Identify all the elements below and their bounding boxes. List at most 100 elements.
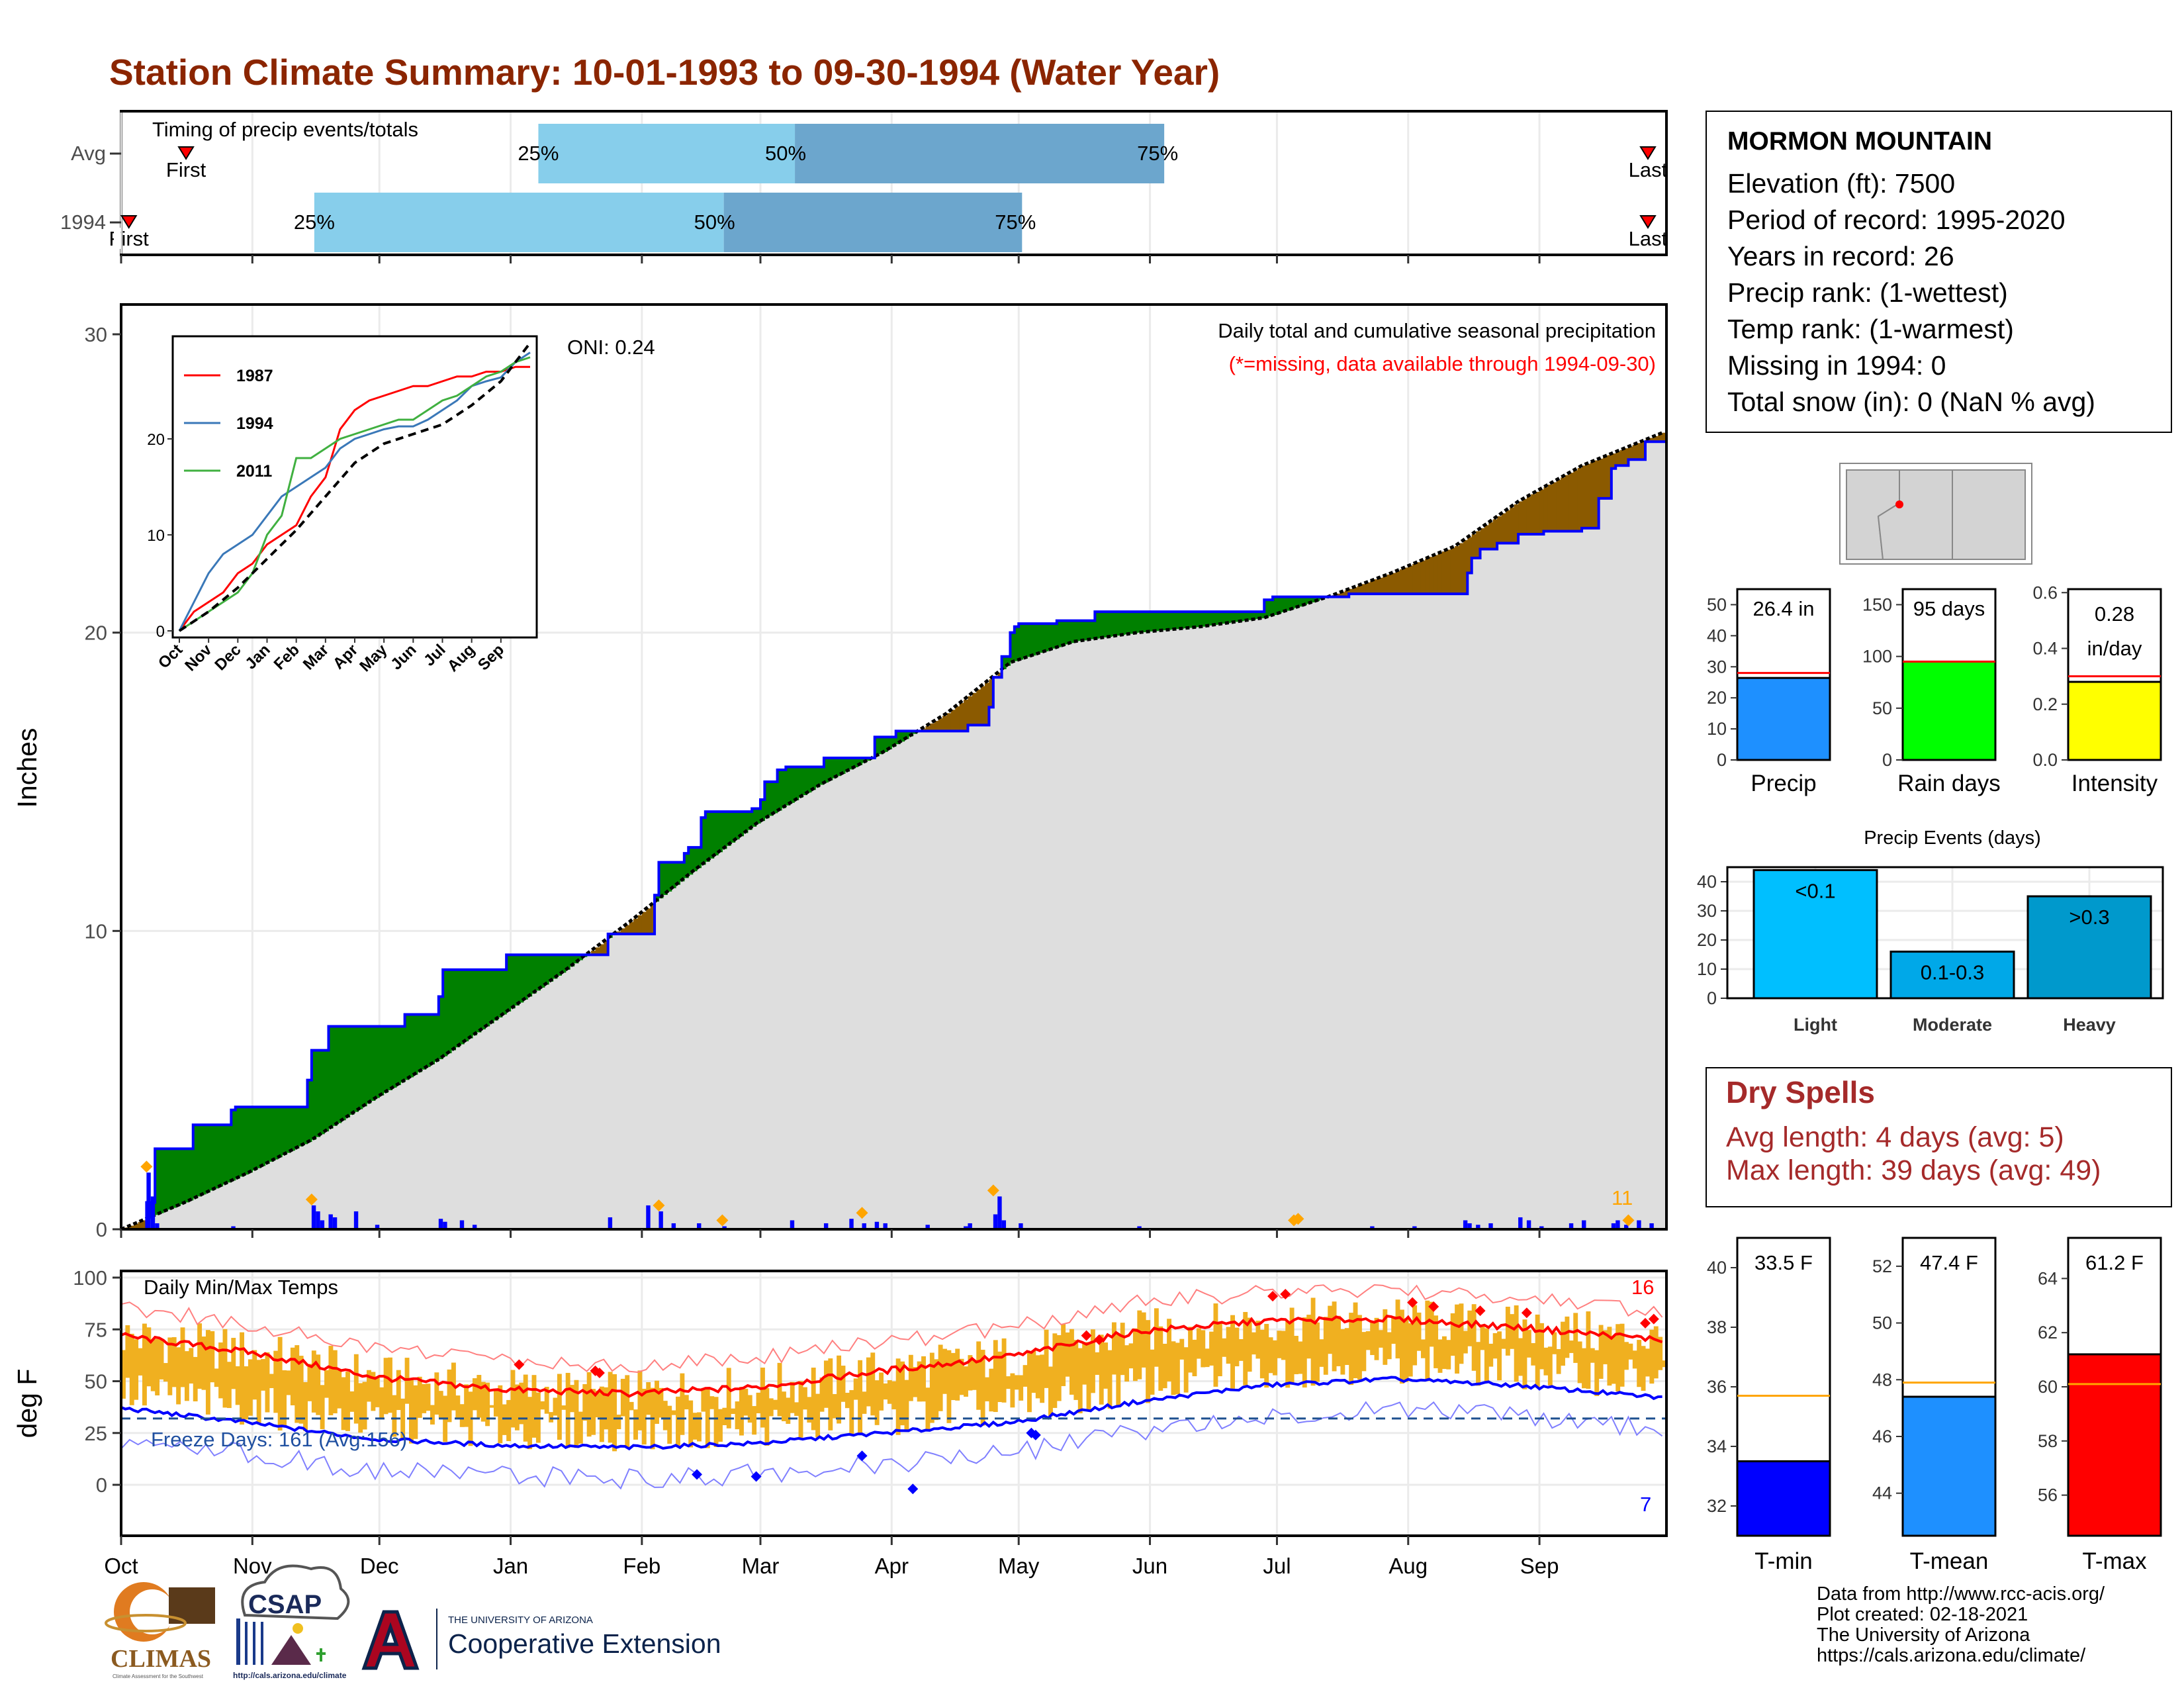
observed-cumulative-line [121,440,1666,1231]
small-bar-y-tick: 0 [1717,750,1727,770]
daily-precip-bar [1488,1223,1493,1229]
csap-logo: CSAP http://cals.arizona.edu/climate [233,1564,350,1680]
daily-precip-bar [472,1225,477,1229]
temp-bar-value: 47.4 F [1920,1251,1978,1274]
record-precip-marker [140,1160,153,1173]
daily-precip-bar [1569,1223,1574,1229]
daily-precip-bar [146,1172,151,1229]
value-bar [1736,677,1831,761]
inset-y-tick: 10 [147,527,165,545]
footer-data-source: Data from http://www.rcc-acis.org/ [1817,1583,2105,1605]
temp-y-tick: 25 [85,1422,107,1445]
event-bar [2026,895,2152,1000]
month-label: Oct [104,1554,138,1578]
daily-precip-bar [1539,1226,1544,1229]
locator-map [1839,463,2032,565]
event-bar-label: <0.1 [1795,879,1835,902]
daily-precip-bar [375,1225,380,1229]
record-low-marker [751,1471,762,1482]
timing-label-50: 50% [765,142,806,165]
small-bar-y-tick: 50 [1707,594,1727,614]
small-bar-y-tick: 10 [1707,719,1727,739]
temp-bar-y-tick: 48 [1872,1370,1892,1389]
inset-legend-label: 1994 [236,414,273,433]
temp-bar-label: T-max [2082,1548,2147,1574]
precip-event-count: 11 [1612,1186,1633,1209]
events-y-tick: 0 [1707,988,1717,1008]
first-event-marker [177,146,195,160]
temp-bar-y-tick: 38 [1707,1317,1727,1337]
small-bar-y-tick: 0.4 [2032,639,2058,659]
dry-spells-box [1706,1067,2172,1207]
inset-series-line [178,365,530,632]
difference-fill [125,432,1667,1229]
timing-bar-q25-q50 [538,124,796,183]
average-cumulative-area [121,442,1666,1229]
temp-value-bar [2067,1353,2162,1537]
event-bar [1889,951,2015,1000]
daily-precip-bar [443,1221,447,1229]
small-bar-label: Precip [1751,771,1816,796]
event-category: Light [1794,1015,1837,1035]
timing-bar-q50-q75 [723,193,1023,252]
small-bar-y-tick: 0.0 [2032,750,2058,770]
dry-spells-title: Dry Spells [1726,1075,1875,1109]
dry-spells-max: Max length: 39 days (avg: 49) [1726,1154,2101,1186]
station-name: MORMON MOUNTAIN [1727,127,1993,156]
daily-precip-bar [697,1223,702,1229]
avg-min-line [120,1376,1662,1451]
record-high-marker [514,1359,525,1370]
daily-precip-bar [659,1211,663,1229]
events-title: Precip Events (days) [1864,827,2041,849]
inset-y-tick: 0 [156,623,165,641]
first-event-label: First [166,158,206,181]
daily-precip-bar [968,1223,972,1229]
station-info: MORMON MOUNTAIN Elevation (ft): 7500 Per… [1727,127,2095,420]
last-event-marker [1639,146,1657,160]
daily-precip-bar [993,1214,998,1229]
timing-bar-q50-q75 [795,124,1165,183]
timing-label-25: 25% [294,211,335,234]
month-label: Aug [1388,1554,1428,1578]
station-snow: Total snow (in): 0 (NaN % avg) [1727,387,2095,417]
month-label: Nov [233,1554,272,1578]
daily-precip-bar [608,1217,613,1229]
record-high-marker [1428,1301,1439,1312]
inset-series-line [178,342,531,632]
temp-bar-y-tick: 36 [1707,1377,1727,1397]
precip-caption: Daily total and cumulative seasonal prec… [1218,319,1656,342]
small-bar-y-tick: 0 [1882,750,1892,770]
small-bar-y-tick: 0.6 [2032,583,2058,602]
temp-panel: 0 25 50 75 100 Daily Min/Max Temps Freeze Da… [12,1266,1668,1537]
temp-bar-value: 61.2 F [2085,1251,2144,1274]
daily-precip-bar [1649,1223,1654,1229]
small-bar-label: Rain days [1897,771,2001,796]
record-precip-marker [1292,1213,1304,1225]
small-bar-y-tick: 100 [1862,647,1892,667]
timing-bar-q25-q50 [314,193,724,252]
temp-bar-y-tick: 34 [1707,1436,1727,1456]
daily-precip-bar [1637,1220,1641,1229]
event-category: Moderate [1913,1015,1992,1035]
csap-url: http://cals.arizona.edu/climate [233,1671,347,1680]
ua-small-text: THE UNIVERSITY OF ARIZONA [448,1615,593,1626]
precip-y-tick: 30 [85,323,107,346]
footer-plot-created: Plot created: 02-18-2021 [1817,1604,2028,1625]
intensity-chart: 0.0 0.2 0.4 0.6 0.28 in/day Intensity [2032,583,2162,796]
arizona-a-icon [361,1610,420,1670]
small-bar-y-tick: 30 [1707,657,1727,677]
daily-precip-bar [862,1223,866,1229]
record-high-marker [1521,1307,1532,1319]
timing-label-75: 75% [995,211,1036,234]
climas-logo: CLIMAS Climate Assessment for the Southw… [105,1582,215,1679]
precip-y-label: Inches [12,728,42,808]
daily-precip-bar [823,1223,829,1229]
record-precip-marker [305,1193,318,1205]
oni-value: ONI: 0.24 [567,336,655,359]
temp-value-bar [1736,1460,1831,1537]
record-high-marker [1407,1297,1418,1308]
last-event-label: Last [1629,158,1668,181]
temp-y-tick: 50 [85,1370,107,1393]
university-of-arizona-logo: THE UNIVERSITY OF ARIZONA Cooperative Ex… [361,1609,721,1670]
temp-bar-y-tick: 44 [1872,1483,1892,1503]
